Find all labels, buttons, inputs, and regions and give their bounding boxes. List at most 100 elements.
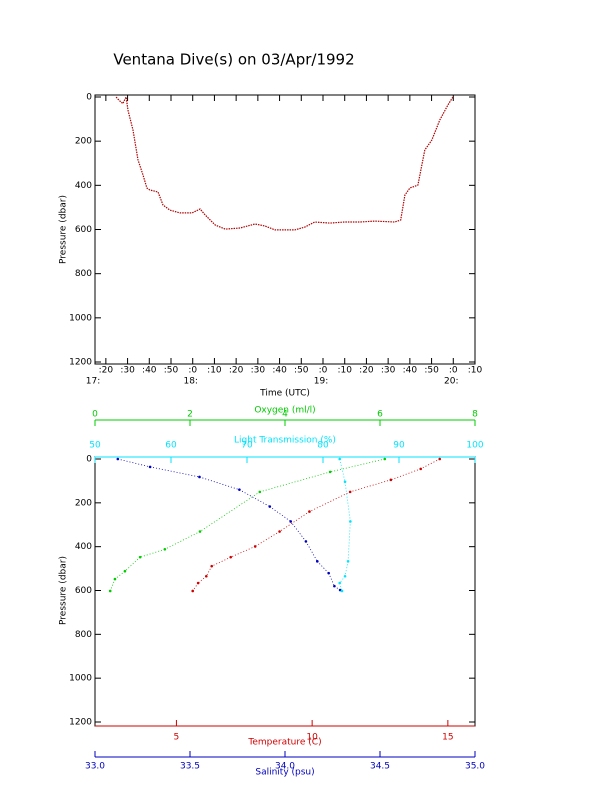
profile-segment — [114, 570, 126, 580]
profile-point — [346, 560, 350, 563]
profile-segment — [269, 506, 291, 522]
profile-segment — [344, 481, 351, 522]
x-tick-label: 33.5 — [180, 762, 200, 772]
y-tick-label: 0 — [86, 93, 92, 103]
x-tick-label: :40 — [403, 366, 418, 376]
profile-point — [343, 574, 347, 578]
profile-segment — [254, 531, 280, 547]
x-tick-label: 100 — [466, 441, 483, 451]
y-tick-label: 600 — [75, 225, 92, 235]
profile-segment — [199, 491, 261, 532]
profile-segment — [164, 531, 201, 550]
profile-segment — [328, 573, 335, 587]
profile-segment — [150, 466, 200, 478]
y-tick-label: 400 — [75, 181, 92, 191]
x-tick-label: 15 — [442, 733, 453, 743]
x-tick-label: 35.0 — [465, 762, 485, 772]
profile-segment — [279, 511, 310, 532]
profile-segment — [290, 521, 307, 542]
x-axis-label: Oxygen (ml/l) — [254, 406, 315, 416]
x-axis-label: Light Transmission (%) — [234, 436, 336, 446]
y-tick-label: 200 — [75, 137, 92, 147]
profile-segment — [350, 479, 391, 493]
profile-segment — [197, 575, 207, 584]
profile-segment — [239, 489, 270, 507]
x-tick-label: 80 — [317, 441, 329, 451]
profile-segment — [117, 458, 151, 468]
profile-segment — [339, 582, 343, 592]
y-tick-label: 1200 — [69, 718, 92, 728]
x-tick-label: :20 — [229, 366, 244, 376]
chart-title: Ventana Dive(s) on 03/Apr/1992 — [113, 51, 354, 69]
profile-segment — [259, 471, 331, 493]
profile-point — [108, 589, 112, 593]
profile-point — [340, 589, 344, 593]
profile-segment — [205, 565, 213, 577]
x-tick-label: 60 — [165, 441, 177, 451]
y-tick-label: 1200 — [69, 358, 92, 368]
y-tick-label: 600 — [75, 586, 92, 596]
profile-segment — [109, 578, 116, 592]
profile-segment — [199, 476, 240, 491]
x-tick-label: :10 — [337, 366, 352, 376]
profile-segment — [330, 458, 385, 473]
x-tick-label: 6 — [377, 410, 383, 420]
frame — [94, 456, 476, 727]
profile-segment — [140, 548, 165, 558]
x-tick-label: 10 — [306, 733, 318, 743]
y-tick-label: 1000 — [69, 674, 92, 684]
x-axis-label: Salinity (psu) — [255, 768, 314, 778]
y-tick-label: 800 — [75, 630, 92, 640]
profile-segment — [317, 561, 329, 574]
profile-segment — [305, 541, 318, 562]
profile-segment — [334, 585, 341, 591]
x-tick-label: :30 — [120, 366, 135, 376]
x-tick-label: :50 — [424, 366, 439, 376]
profile-segment — [420, 458, 440, 470]
x-tick-label: 33.0 — [85, 762, 105, 772]
y-axis-label: Pressure (dbar) — [59, 556, 69, 625]
profile-point — [389, 478, 393, 482]
y-axis-label: Pressure (dbar) — [59, 195, 69, 264]
y-tick-label: 0 — [86, 455, 92, 465]
x-tick-label: :30 — [251, 366, 266, 376]
profile-segment — [390, 468, 421, 481]
profile-segment — [309, 491, 351, 512]
profile-segment — [192, 582, 199, 592]
profile-point — [191, 589, 195, 593]
x-tick-label: :30 — [381, 366, 396, 376]
x-tick-label: 8 — [472, 410, 478, 420]
x-hour-label: 18: — [183, 377, 197, 387]
x-tick-label: :10 — [207, 366, 222, 376]
x-tick-label: :50 — [294, 366, 309, 376]
x-tick-label: :0 — [188, 366, 197, 376]
x-tick-label: :20 — [359, 366, 374, 376]
profile-segment — [344, 561, 349, 577]
x-tick-label: :20 — [99, 366, 114, 376]
x-hour-label: 17: — [86, 377, 100, 387]
x-tick-label: 50 — [89, 441, 101, 451]
y-tick-label: 400 — [75, 542, 92, 552]
x-tick-label: 70 — [241, 441, 253, 451]
profile-point — [308, 510, 311, 513]
x-tick-label: 34.5 — [370, 762, 390, 772]
x-axis-label: Temperature (C) — [247, 738, 321, 748]
x-hour-label: 20: — [444, 377, 458, 387]
y-tick-label: 200 — [75, 498, 92, 508]
x-hour-label: 19: — [314, 377, 328, 387]
x-tick-label: :40 — [142, 366, 157, 376]
profile-segment — [339, 458, 346, 482]
x-tick-label: :10 — [468, 366, 483, 376]
pressure-line — [115, 95, 454, 231]
x-tick-label: 2 — [187, 410, 193, 420]
y-tick-label: 1000 — [69, 313, 92, 323]
x-axis-label: Time (UTC) — [259, 389, 310, 399]
profile-segment — [124, 556, 141, 572]
y-tick-label: 800 — [75, 269, 92, 279]
x-tick-label: 90 — [393, 441, 405, 451]
profile-point — [278, 530, 281, 533]
profile-segment — [230, 546, 256, 558]
profile-segment — [211, 556, 231, 567]
x-tick-label: 0 — [92, 410, 98, 420]
